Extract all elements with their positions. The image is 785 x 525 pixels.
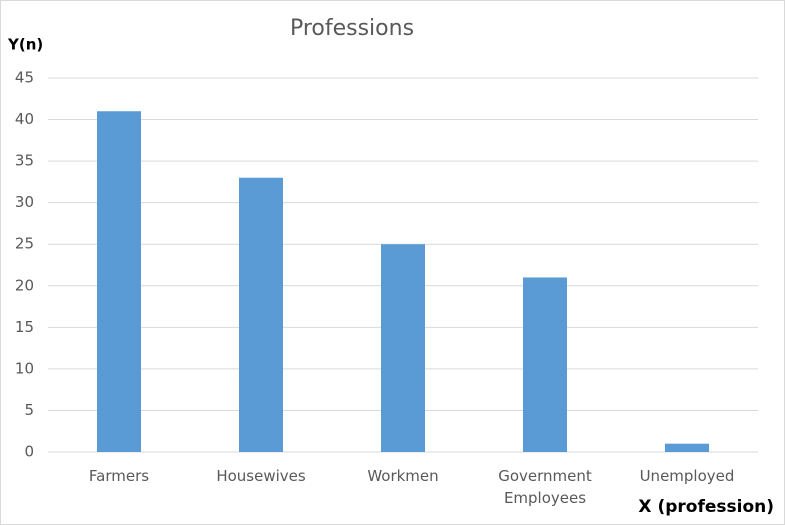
y-tick-label: 20 <box>15 276 34 294</box>
chart-title: Professions <box>290 16 414 41</box>
bar <box>665 443 709 452</box>
y-tick-label: 40 <box>15 110 34 128</box>
y-tick-label: 5 <box>24 401 34 419</box>
y-tick-label: 45 <box>15 69 34 87</box>
x-tick-label: Government Employees <box>498 467 592 507</box>
x-tick-label: Farmers <box>88 467 150 485</box>
bar <box>523 277 567 452</box>
y-tick-label: 0 <box>24 443 34 461</box>
bar <box>97 111 141 452</box>
bar <box>381 244 425 452</box>
x-tick-label: Housewives <box>216 467 306 485</box>
x-axis-label: X (profession) <box>638 497 774 517</box>
y-axis-label: Y(n) <box>7 36 43 54</box>
y-tick-label: 10 <box>15 359 34 377</box>
x-tick-label: Workmen <box>367 467 439 485</box>
y-tick-label: 35 <box>15 152 34 170</box>
y-tick-label: 15 <box>15 318 34 336</box>
bar <box>239 177 283 452</box>
x-tick-label: Unemployed <box>639 467 735 485</box>
y-tick-label: 25 <box>15 235 34 253</box>
y-tick-label: 30 <box>15 193 34 211</box>
